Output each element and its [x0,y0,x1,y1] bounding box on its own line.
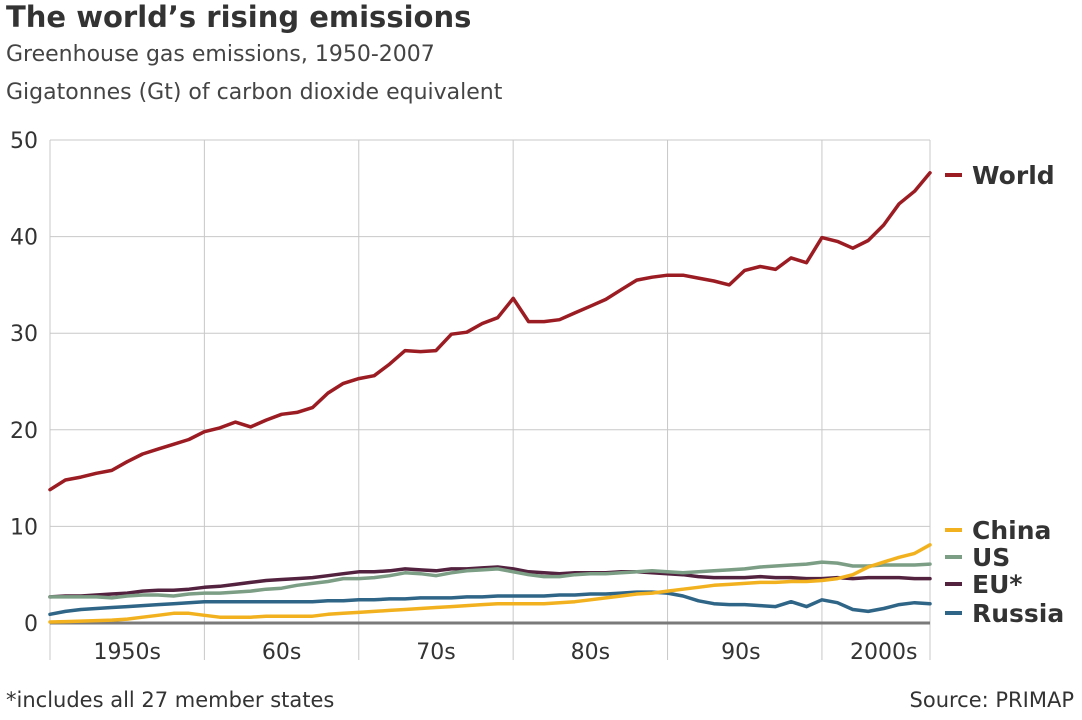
series-line-china [48,543,932,624]
grid [49,139,931,660]
y-tick-label: 50 [10,129,38,154]
x-decade-label: 2000s [850,640,917,665]
y-tick-label: 10 [10,515,38,540]
series-line-eu [48,565,932,599]
legend-label-russia: Russia [972,599,1064,628]
y-tick-label: 0 [24,612,38,637]
x-decade-label: 90s [721,640,760,665]
chart-units: Gigatonnes (Gt) of carbon dioxide equiva… [6,80,503,105]
series-line-world [48,171,932,492]
x-decade-label: 70s [416,640,455,665]
source-credit: Source: PRIMAP [909,688,1074,712]
series-lines [48,171,932,624]
x-decade-label: 80s [571,640,610,665]
legend-label-world: World [972,161,1055,190]
series-line-russia [48,590,932,617]
chart-subtitle: Greenhouse gas emissions, 1950-2007 [6,42,435,67]
x-decade-label: 60s [262,640,301,665]
chart-title: The world’s rising emissions [6,0,472,34]
series-line-us [48,560,932,600]
x-axis-decade-labels: 1950s 60s 70s 80s 90s 2000s [93,640,917,665]
legend-label-us: US [972,543,1010,572]
y-tick-label: 30 [10,322,38,347]
y-axis-ticks: 0 10 20 30 40 50 [10,129,38,637]
y-tick-label: 20 [10,419,38,444]
footnote: *includes all 27 member states [6,688,335,712]
y-tick-label: 40 [10,226,38,251]
x-decade-label: 1950s [93,640,160,665]
legend-label-china: China [972,516,1051,545]
legend-label-eu: EU* [972,570,1022,599]
